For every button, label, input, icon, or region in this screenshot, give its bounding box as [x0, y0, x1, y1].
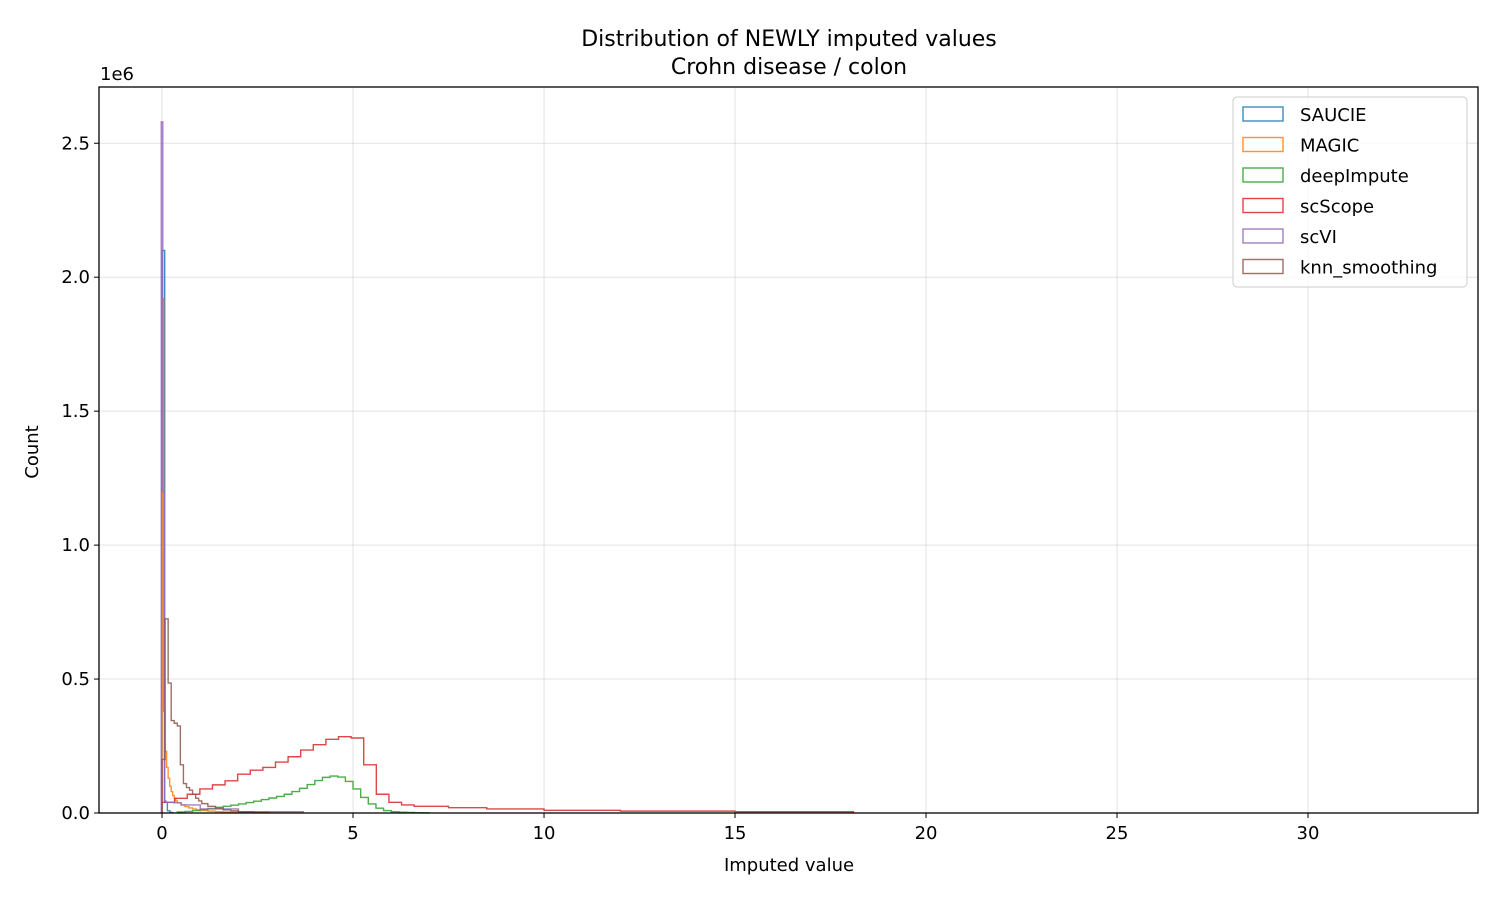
legend-swatch-magic	[1242, 136, 1284, 153]
legend-label-scvi: scVI	[1300, 227, 1337, 248]
legend: SAUCIE MAGIC deepImpute scScope scVI knn_smoo…	[1232, 96, 1468, 288]
legend-swatch-saucie	[1242, 106, 1284, 122]
x-tick-label: 15	[724, 823, 747, 844]
y-tick-label: 2.5	[61, 133, 90, 154]
x-tick-label: 25	[1106, 823, 1129, 844]
chart-title: Distribution of NEWLY imputed values	[581, 27, 997, 52]
x-tick-label: 30	[1297, 823, 1320, 844]
legend-box	[1232, 96, 1468, 288]
series-scvi-histogram	[160, 121, 305, 813]
y-axis-label: Count	[22, 425, 43, 478]
legend-swatch-scscope	[1242, 197, 1284, 214]
x-tick-label: 5	[347, 823, 358, 844]
legend-label-scscope: scScope	[1300, 197, 1374, 218]
series-scscope-histogram	[161, 735, 855, 813]
legend-label-magic: MAGIC	[1300, 136, 1359, 157]
x-axis-label: Imputed value	[724, 855, 854, 876]
x-axis-ticks: 0 5 10 15 20 25 30	[156, 813, 1319, 844]
plot-frame	[98, 86, 1479, 814]
y-axis-ticks: 0.0 0.5 1.0 1.5 2.0 2.5	[61, 133, 99, 824]
series-deepimpute-histogram	[176, 775, 431, 814]
y-tick-label: 1.0	[61, 535, 90, 556]
legend-items: SAUCIE MAGIC deepImpute scScope scVI knn_smoo…	[1242, 105, 1437, 279]
series-knn-smoothing-histogram	[161, 618, 270, 814]
legend-swatch-scvi	[1242, 228, 1284, 244]
x-tick-label: 0	[156, 823, 167, 844]
y-tick-label: 1.5	[61, 401, 90, 422]
legend-swatch-knn-smoothing	[1242, 258, 1284, 275]
legend-swatch-deepimpute	[1242, 167, 1284, 183]
x-tick-label: 10	[533, 823, 556, 844]
chart-subtitle: Crohn disease / colon	[671, 55, 907, 80]
x-tick-label: 20	[915, 823, 938, 844]
histogram-series	[160, 121, 855, 814]
y-tick-label: 0.5	[61, 669, 90, 690]
legend-label-deepimpute: deepImpute	[1300, 166, 1409, 187]
legend-label-saucie: SAUCIE	[1300, 105, 1367, 126]
y-tick-label: 2.0	[61, 267, 90, 288]
y-offset-label: 1e6	[100, 64, 134, 85]
y-tick-label: 0.0	[61, 803, 90, 824]
legend-label-knn-smoothing: knn_smoothing	[1300, 258, 1437, 279]
